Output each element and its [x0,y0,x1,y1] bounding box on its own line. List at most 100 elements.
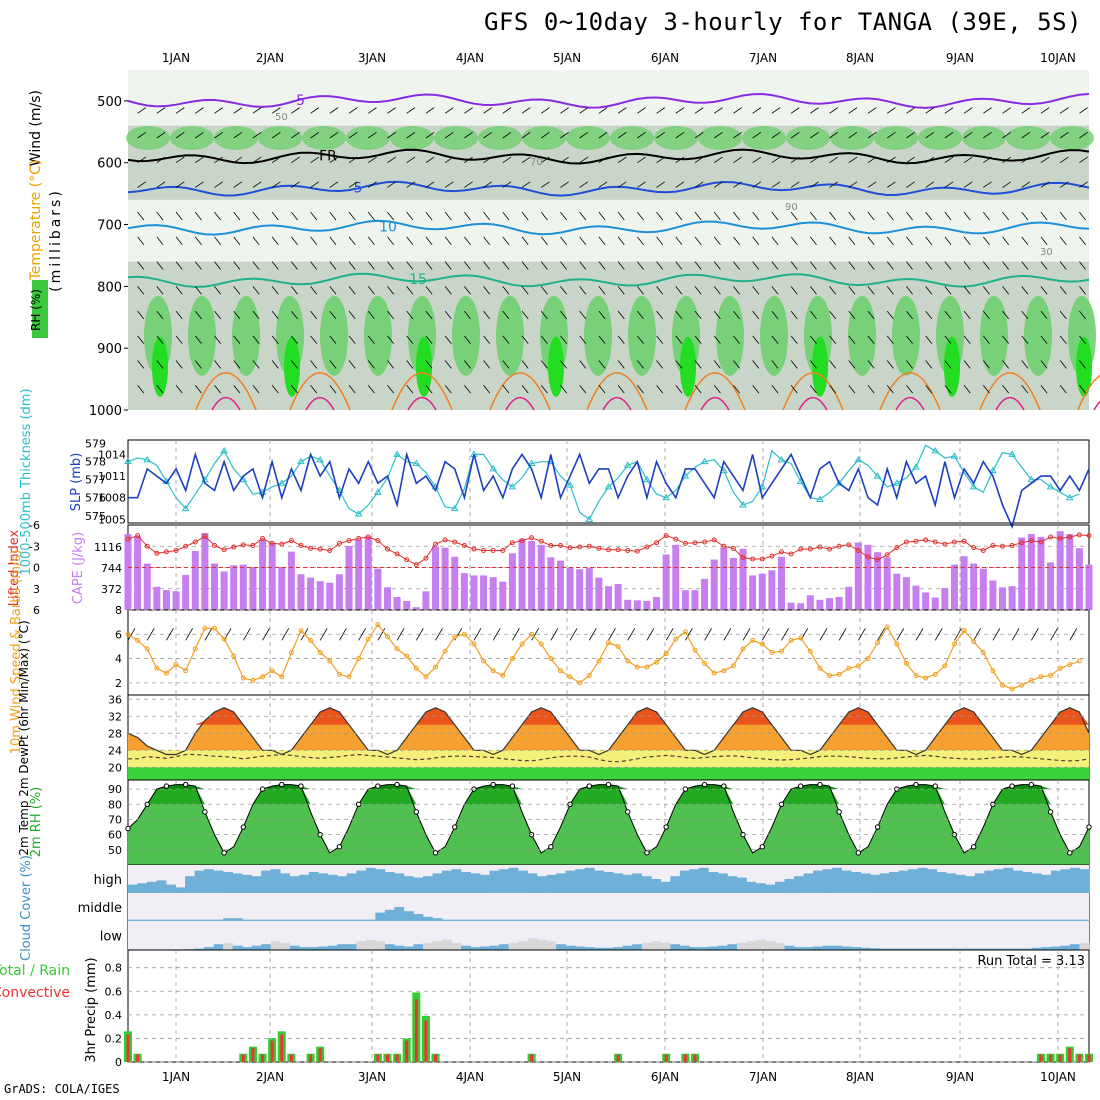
wind-speed-marker [336,671,342,677]
wind-barb [675,360,683,369]
li-marker [548,543,554,549]
cape-bar [259,539,267,610]
wind-barb [137,310,145,320]
li-tick-label: -3 [29,540,40,553]
wind-barb [694,385,702,394]
wind-barb [367,360,375,369]
cloud-bar-low [289,945,300,950]
li-marker [269,540,275,546]
wind-barb [310,385,318,394]
cape-bar [845,586,853,610]
wind-barb [483,335,491,344]
wind-barb [310,181,320,188]
li-tick-label: 0 [33,562,40,575]
cloud-bar-high [166,884,176,893]
li-marker [884,552,890,558]
li-marker [240,542,246,548]
rh-blob-low [980,295,1008,376]
cloud-bar-middle [537,919,547,921]
wind-barb [752,181,762,188]
temp-contour-warm [895,396,925,411]
wind-barb [694,236,702,245]
thickness-marker [585,515,594,522]
wind-barb [829,132,839,139]
thickness-marker [412,459,421,466]
cape-bar [441,547,449,610]
dewpoint-line [128,753,1090,763]
wind-barb [925,107,935,114]
wind-barb [387,132,396,139]
wind-barb [886,261,894,270]
cloud-bar-middle [527,919,538,921]
cloud-bar-middle [594,919,605,921]
wind-tick-label: 8 [115,604,122,617]
rh-marker [375,783,381,789]
cape-bar [1085,564,1093,610]
wind-barb [1079,360,1086,369]
thickness-marker [316,455,325,463]
wind-barb [541,132,550,139]
li-marker [144,543,150,549]
cloud-bar-low [689,947,700,950]
wind-speed-marker [711,670,717,676]
wind-barb [733,261,740,270]
isotherm-line [127,92,1090,109]
surface-wind-barb [262,628,270,641]
thickness-marker [892,479,901,486]
wind-barb [156,360,164,369]
cloud-bar-high [318,873,329,893]
wind-barb [963,360,971,369]
li-marker [173,548,179,553]
cape-bar [172,591,180,610]
wind-barb [291,107,300,114]
wind-barb [1002,310,1010,320]
cloud-level-label: low [100,930,123,945]
wind-barb [233,132,243,139]
rh-marker [932,783,938,789]
wind-barb [906,236,913,245]
wind-barb [271,156,281,164]
wind-barb [733,156,742,164]
wind-barb [1040,107,1050,114]
cloud-bar-middle [651,919,662,921]
cloud-bar-high [299,874,310,893]
wind-barb [733,385,740,394]
wind-barb [848,181,858,188]
wind-barb [137,156,147,164]
page-title: GFS 0~10day 3-hourly for TANGA (39E, 5S) [484,8,1082,36]
wind-barb [540,335,548,344]
wind-barb [906,107,915,114]
cloud-bar-middle [299,919,310,921]
thickness-marker [816,495,824,503]
wind-barb [771,335,779,344]
wind-barb [963,261,971,270]
cloud-bar-low [727,944,738,950]
surface-wind-barb [1030,628,1039,641]
wind-barb [598,132,608,139]
cloud-bar-high [908,869,919,893]
li-marker [788,551,794,557]
cape-bar [653,596,661,610]
wind-barb [1059,132,1069,139]
wind-barb [560,261,567,270]
wind-barb [368,156,377,164]
wind-barb [982,360,990,369]
thickness-marker [739,500,747,508]
precip-conv-bar [126,1034,130,1062]
wind-barb [1040,181,1050,188]
cloud-bar-middle [1012,919,1023,921]
wind-speed-marker [202,625,208,631]
cloud-bar-middle [213,919,224,921]
surface-wind-barb [569,628,578,641]
wind-barb [809,335,817,344]
wind-barb [252,211,260,221]
rh-marker [721,783,727,789]
wind-speed-marker [942,663,948,669]
wind-barb [425,360,433,369]
wind-barb [675,132,685,139]
rh-marker [163,783,170,789]
wind-barb [579,335,587,344]
wind-barb [502,156,512,164]
rh-blob-high [152,336,168,397]
wind-barb [194,310,202,320]
